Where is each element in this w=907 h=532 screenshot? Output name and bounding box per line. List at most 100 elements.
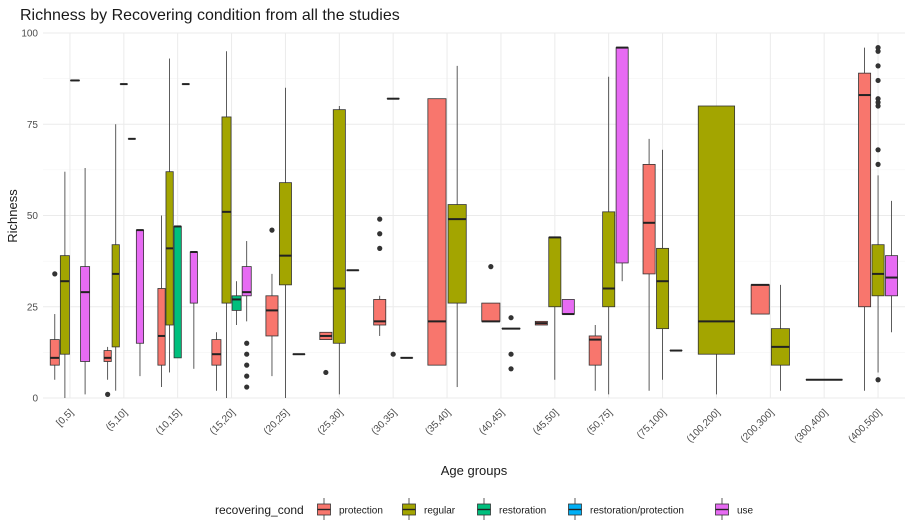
outlier-point bbox=[875, 377, 881, 383]
outlier-point bbox=[244, 384, 250, 390]
x-tick-label: (25,30] bbox=[316, 407, 346, 437]
box-series bbox=[49, 45, 898, 398]
box-regular bbox=[59, 171, 70, 398]
outlier-point bbox=[508, 315, 514, 321]
legend-item-use: use bbox=[715, 498, 754, 520]
box-protection bbox=[49, 271, 60, 380]
legend-label: regular bbox=[424, 506, 456, 517]
box-body bbox=[548, 236, 562, 308]
box-body bbox=[278, 182, 292, 286]
box-body bbox=[332, 109, 346, 344]
box-regular bbox=[656, 149, 670, 380]
box-restoration bbox=[231, 281, 242, 325]
legend-title: recovering_cond bbox=[215, 503, 304, 517]
box-body bbox=[656, 247, 670, 330]
box-use bbox=[189, 251, 198, 369]
box-protection bbox=[481, 264, 501, 323]
box-body bbox=[588, 335, 602, 366]
legend-label: restoration/protection bbox=[590, 506, 684, 517]
box-regular bbox=[697, 105, 736, 395]
y-tick-label: 75 bbox=[27, 120, 39, 131]
outlier-point bbox=[323, 369, 329, 376]
box-protection bbox=[858, 47, 872, 391]
box-body bbox=[189, 251, 198, 304]
box-body bbox=[241, 266, 252, 297]
x-tick-label: (300,400] bbox=[793, 407, 831, 445]
box-body bbox=[858, 72, 872, 308]
x-tick-label: (100,200] bbox=[685, 407, 723, 445]
box-protection bbox=[157, 215, 166, 388]
box-body bbox=[481, 302, 501, 322]
box-body bbox=[602, 211, 616, 308]
x-tick-label: (200,300] bbox=[739, 407, 777, 445]
box-protection bbox=[750, 283, 770, 315]
box-body bbox=[642, 163, 656, 275]
box-restoration bbox=[173, 225, 182, 359]
legend: recovering_cond protection regular restora… bbox=[215, 498, 754, 520]
box-body bbox=[750, 284, 770, 315]
legend-label: restoration bbox=[499, 506, 546, 517]
legend-item-restoration-protection: restoration/protection bbox=[568, 498, 684, 520]
outlier-point bbox=[875, 63, 881, 69]
box-use bbox=[615, 46, 629, 282]
box-body bbox=[80, 266, 91, 362]
box-regular bbox=[501, 315, 521, 372]
outlier-point bbox=[269, 227, 275, 233]
x-tick-label: (30,35] bbox=[370, 407, 400, 437]
box-regular bbox=[278, 87, 292, 398]
box-body bbox=[885, 255, 898, 297]
outlier-point bbox=[488, 264, 494, 270]
box-regular bbox=[770, 284, 790, 391]
box-regular bbox=[548, 236, 562, 380]
box-use bbox=[241, 241, 252, 390]
x-tick-label: (45,50] bbox=[531, 407, 561, 437]
outlier-point bbox=[875, 147, 881, 153]
box-protection bbox=[642, 138, 656, 391]
y-tick-label: 0 bbox=[32, 394, 38, 405]
box-protection bbox=[427, 98, 447, 366]
x-tick-label: (75,100] bbox=[635, 407, 669, 441]
outlier-point bbox=[244, 340, 250, 346]
outlier-point bbox=[508, 351, 514, 357]
box-protection bbox=[534, 320, 548, 326]
box-body bbox=[447, 204, 467, 304]
legend-item-restoration: restoration bbox=[477, 498, 546, 520]
x-tick-label: (20,25] bbox=[262, 407, 292, 437]
box-regular bbox=[871, 45, 885, 383]
box-protection bbox=[588, 325, 602, 391]
box-body bbox=[697, 105, 736, 355]
outlier-point bbox=[875, 77, 881, 84]
outlier-point bbox=[875, 48, 881, 54]
y-axis-title: Richness bbox=[5, 189, 20, 243]
x-tick-label: [0,5] bbox=[55, 407, 77, 429]
outlier-point bbox=[377, 231, 383, 237]
box-body bbox=[173, 226, 182, 359]
outlier-point bbox=[377, 216, 383, 222]
box-protection bbox=[265, 227, 279, 377]
legend-item-regular: regular bbox=[402, 498, 456, 520]
x-axis-title: Age groups bbox=[441, 463, 508, 478]
box-regular bbox=[602, 76, 616, 395]
outlier-point bbox=[508, 366, 514, 372]
y-tick-label: 100 bbox=[21, 29, 38, 40]
x-tick-label: (5,10] bbox=[104, 407, 130, 433]
outlier-point bbox=[377, 245, 383, 251]
outlier-point bbox=[875, 161, 881, 167]
x-tick-label: (400,500] bbox=[847, 407, 885, 445]
x-tick-label: (50,75] bbox=[585, 407, 615, 437]
y-tick-label: 25 bbox=[27, 302, 39, 313]
box-regular bbox=[386, 97, 400, 357]
outlier-point bbox=[244, 351, 250, 357]
outlier-point bbox=[875, 103, 881, 109]
box-use bbox=[80, 168, 91, 395]
box-regular bbox=[221, 51, 232, 398]
x-tick-label: (10,15] bbox=[154, 407, 184, 437]
x-tick-label: (15,20] bbox=[208, 407, 238, 437]
box-use bbox=[561, 299, 575, 316]
outlier-point bbox=[52, 271, 58, 277]
box-body bbox=[231, 295, 242, 311]
y-tick-label: 50 bbox=[27, 211, 39, 222]
box-protection bbox=[103, 346, 112, 397]
box-use bbox=[135, 229, 145, 377]
